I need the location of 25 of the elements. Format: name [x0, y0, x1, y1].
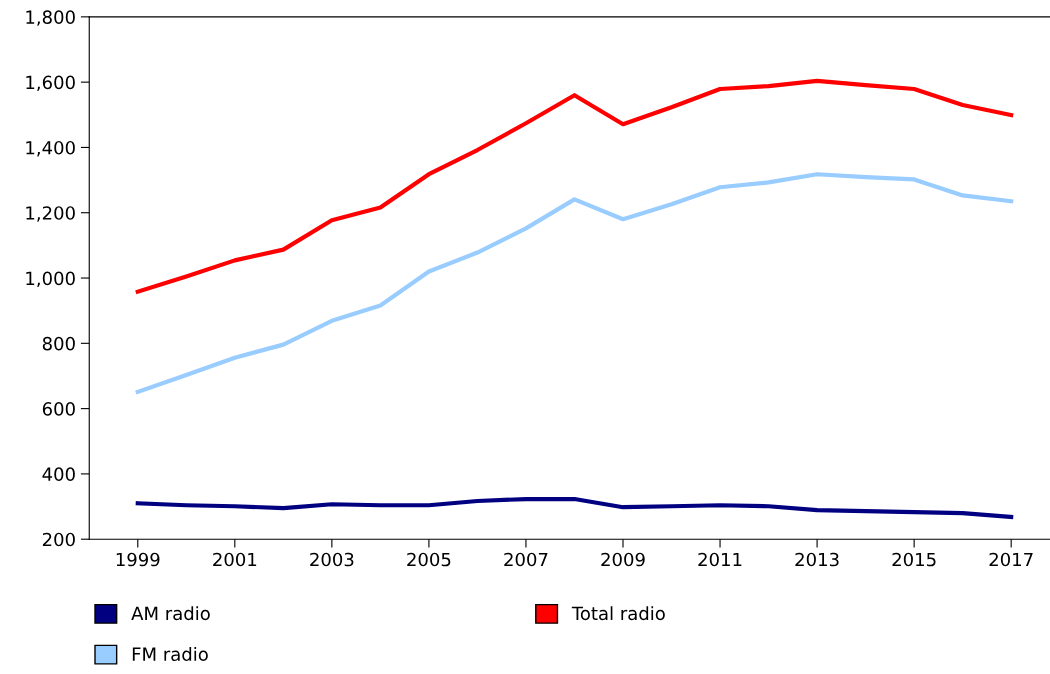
legend-label: Total radio — [571, 606, 665, 621]
x-tick-label: 2009 — [601, 552, 645, 567]
legend-label: FM radio — [132, 647, 208, 661]
y-tick-label: 1,200 — [26, 206, 75, 222]
x-tick-label: 2013 — [795, 552, 839, 567]
x-tick-label: 2017 — [989, 552, 1033, 567]
x-tick-label: 2015 — [892, 552, 936, 567]
y-tick-label: 400 — [42, 467, 75, 482]
x-tick-label: 1999 — [116, 552, 160, 567]
x-tick-label: 2007 — [504, 552, 548, 567]
y-tick-label: 600 — [42, 402, 75, 416]
line-series — [135, 172, 1014, 395]
y-tick-label: 800 — [42, 336, 75, 351]
y-tick-label: 1,400 — [26, 140, 75, 157]
x-tick-label: 2001 — [213, 552, 257, 567]
y-tick-label: 1,000 — [26, 271, 75, 287]
y-tick-label: 1,600 — [26, 75, 75, 92]
x-tick-label: 2003 — [310, 552, 354, 567]
y-tick-label: 1,800 — [26, 10, 75, 26]
x-tick-label: 2005 — [407, 552, 451, 567]
line-series — [135, 78, 1014, 294]
x-tick-label: 2011 — [698, 552, 742, 567]
legend-label: AM radio — [131, 606, 210, 621]
y-tick-label: 200 — [42, 532, 75, 547]
line-series — [135, 496, 1014, 520]
